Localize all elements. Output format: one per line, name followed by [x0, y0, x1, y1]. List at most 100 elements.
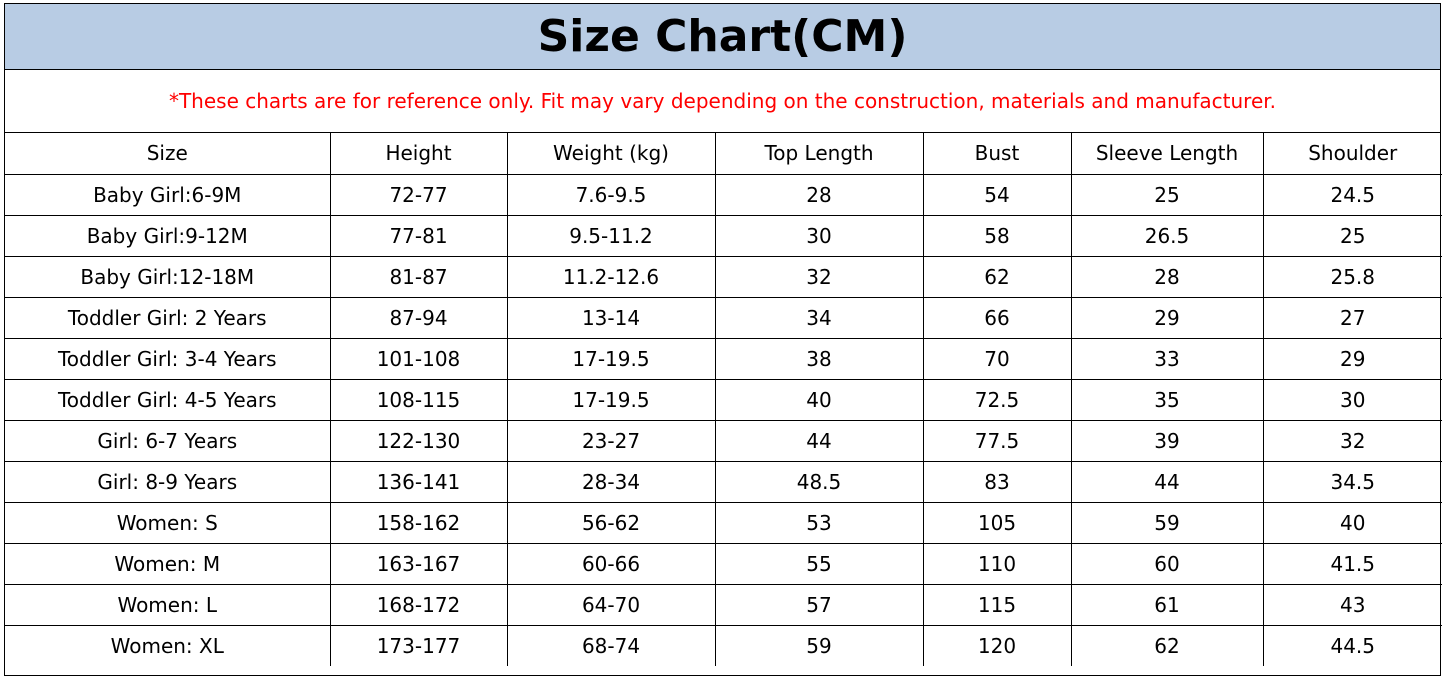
cell-shoulder: 25.8	[1263, 256, 1442, 298]
cell-sleeve-length: 35	[1071, 379, 1264, 421]
cell-weight: 60-66	[507, 543, 716, 585]
cell-top-length: 34	[715, 297, 924, 339]
cell-weight: 64-70	[507, 584, 716, 626]
cell-weight: 11.2-12.6	[507, 256, 716, 298]
cell-weight: 17-19.5	[507, 379, 716, 421]
cell-height: 168-172	[330, 584, 508, 626]
cell-top-length: 48.5	[715, 461, 924, 503]
cell-bust: 54	[923, 174, 1072, 216]
title-bar: Size Chart(CM)	[5, 4, 1440, 70]
cell-shoulder: 24.5	[1263, 174, 1442, 216]
cell-sleeve-length: 29	[1071, 297, 1264, 339]
header-height: Height	[330, 133, 508, 175]
cell-sleeve-length: 39	[1071, 420, 1264, 462]
cell-bust: 105	[923, 502, 1072, 544]
table-body: Baby Girl:6-9M 72-77 7.6-9.5 28 54 25 24.5 Baby…	[5, 174, 1442, 666]
cell-shoulder: 44.5	[1330, 633, 1376, 658]
note-row: *These charts are for reference only. Fi…	[5, 70, 1440, 133]
cell-height: 122-130	[330, 420, 508, 462]
header-bust: Bust	[923, 133, 1072, 175]
cell-top-length: 28	[715, 174, 924, 216]
table-row: Women: XL 173-177 68-74 59 120 62 44.5	[5, 625, 1442, 666]
cell-weight: 56-62	[507, 502, 716, 544]
cell-top-length: 55	[715, 543, 924, 585]
reference-note: *These charts are for reference only. Fi…	[168, 89, 1277, 113]
table-row: Girl: 6-7 Years 122-130 23-27 44 77.5 39 32	[5, 420, 1442, 462]
cell-sleeve-length: 61	[1071, 584, 1264, 626]
cell-height: 77-81	[330, 215, 508, 257]
cell-height: 173-177	[330, 625, 508, 666]
cell-size: Girl: 6-7 Years	[5, 420, 331, 462]
table-row: Women: S 158-162 56-62 53 105 59 40	[5, 502, 1442, 544]
header-size: Size	[5, 133, 331, 175]
header-sleeve-length: Sleeve Length	[1071, 133, 1264, 175]
cell-size: Baby Girl:6-9M	[5, 174, 331, 216]
header-weight: Weight (kg)	[507, 133, 716, 175]
cell-size: Baby Girl:12-18M	[5, 256, 331, 298]
cell-weight: 9.5-11.2	[507, 215, 716, 257]
cell-size: Women: L	[5, 584, 331, 626]
cell-top-length: 44	[715, 420, 924, 462]
cell-size: Girl: 8-9 Years	[5, 461, 331, 503]
cell-sleeve-length: 28	[1071, 256, 1264, 298]
header-top-length: Top Length	[715, 133, 924, 175]
cell-height: 81-87	[330, 256, 508, 298]
cell-weight: 68-74	[507, 625, 716, 666]
cell-height: 72-77	[330, 174, 508, 216]
cell-size: Women: S	[5, 502, 331, 544]
cell-size: Baby Girl:9-12M	[5, 215, 331, 257]
cell-sleeve-length: 33	[1071, 338, 1264, 380]
cell-weight: 13-14	[507, 297, 716, 339]
cell-top-length: 32	[715, 256, 924, 298]
cell-bust: 115	[923, 584, 1072, 626]
cell-shoulder: 34.5	[1263, 461, 1442, 503]
cell-shoulder: 25	[1263, 215, 1442, 257]
table-row: Baby Girl:9-12M 77-81 9.5-11.2 30 58 26.5 25	[5, 215, 1442, 257]
cell-size: Women: XL	[5, 625, 331, 666]
table-row: Toddler Girl: 2 Years 87-94 13-14 34 66 29 27	[5, 297, 1442, 339]
size-chart: Size Chart(CM) *These charts are for ref…	[4, 3, 1442, 676]
cell-top-length: 53	[715, 502, 924, 544]
cell-size: Toddler Girl: 3-4 Years	[5, 338, 331, 380]
cell-shoulder: 41.5	[1263, 543, 1442, 585]
table-row: Baby Girl:12-18M 81-87 11.2-12.6 32 62 28 25.8	[5, 256, 1442, 298]
cell-bust: 66	[923, 297, 1072, 339]
cell-height: 101-108	[330, 338, 508, 380]
cell-shoulder: 27	[1263, 297, 1442, 339]
cell-bust: 83	[923, 461, 1072, 503]
cell-bust: 70	[923, 338, 1072, 380]
page-title: Size Chart(CM)	[537, 11, 908, 62]
cell-bust: 72.5	[923, 379, 1072, 421]
cell-bust: 62	[923, 256, 1072, 298]
cell-height: 163-167	[330, 543, 508, 585]
cell-shoulder: 32	[1263, 420, 1442, 462]
cell-top-length: 40	[715, 379, 924, 421]
cell-sleeve-length: 59	[1071, 502, 1264, 544]
table-row: Toddler Girl: 4-5 Years 108-115 17-19.5 40 7…	[5, 379, 1442, 421]
header-shoulder: Shoulder	[1263, 133, 1442, 175]
table-row: Women: M 163-167 60-66 55 110 60 41.5	[5, 543, 1442, 585]
cell-size: Toddler Girl: 2 Years	[5, 297, 331, 339]
size-table: Size Height Weight (kg) Top Length Bust …	[5, 133, 1442, 666]
cell-height: 87-94	[330, 297, 508, 339]
cell-bust: 58	[923, 215, 1072, 257]
cell-weight: 28-34	[507, 461, 716, 503]
cell-shoulder: 29	[1263, 338, 1442, 380]
table-row: Women: L 168-172 64-70 57 115 61 43	[5, 584, 1442, 626]
cell-sleeve-length: 60	[1071, 543, 1264, 585]
cell-shoulder: 43	[1263, 584, 1442, 626]
cell-shoulder: 30	[1263, 379, 1442, 421]
cell-size: Toddler Girl: 4-5 Years	[5, 379, 331, 421]
table-row: Toddler Girl: 3-4 Years 101-108 17-19.5 38 7…	[5, 338, 1442, 380]
cell-top-length: 30	[715, 215, 924, 257]
cell-height: 108-115	[330, 379, 508, 421]
cell-bust: 77.5	[923, 420, 1072, 462]
cell-top-length: 38	[715, 338, 924, 380]
cell-size: Women: M	[5, 543, 331, 585]
cell-sleeve-length: 25	[1071, 174, 1264, 216]
cell-sleeve-length: 44	[1071, 461, 1264, 503]
cell-shoulder: 40	[1263, 502, 1442, 544]
cell-height: 136-141	[330, 461, 508, 503]
cell-sleeve-length: 62	[1071, 625, 1264, 666]
cell-top-length: 59	[715, 625, 924, 666]
